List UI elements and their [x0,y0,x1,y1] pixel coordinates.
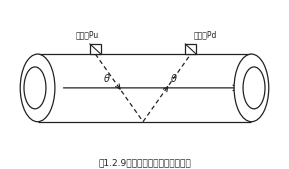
FancyBboxPatch shape [90,44,101,54]
Text: θ: θ [171,74,176,84]
Text: θ: θ [104,74,110,84]
Ellipse shape [234,54,269,122]
Text: 検出器Pd: 検出器Pd [194,30,217,39]
Text: 図1.2.9　超音波流量計の原理図例: 図1.2.9 超音波流量計の原理図例 [98,158,191,167]
FancyBboxPatch shape [185,44,196,54]
Text: 検出器Pu: 検出器Pu [75,30,98,39]
Ellipse shape [20,54,55,122]
